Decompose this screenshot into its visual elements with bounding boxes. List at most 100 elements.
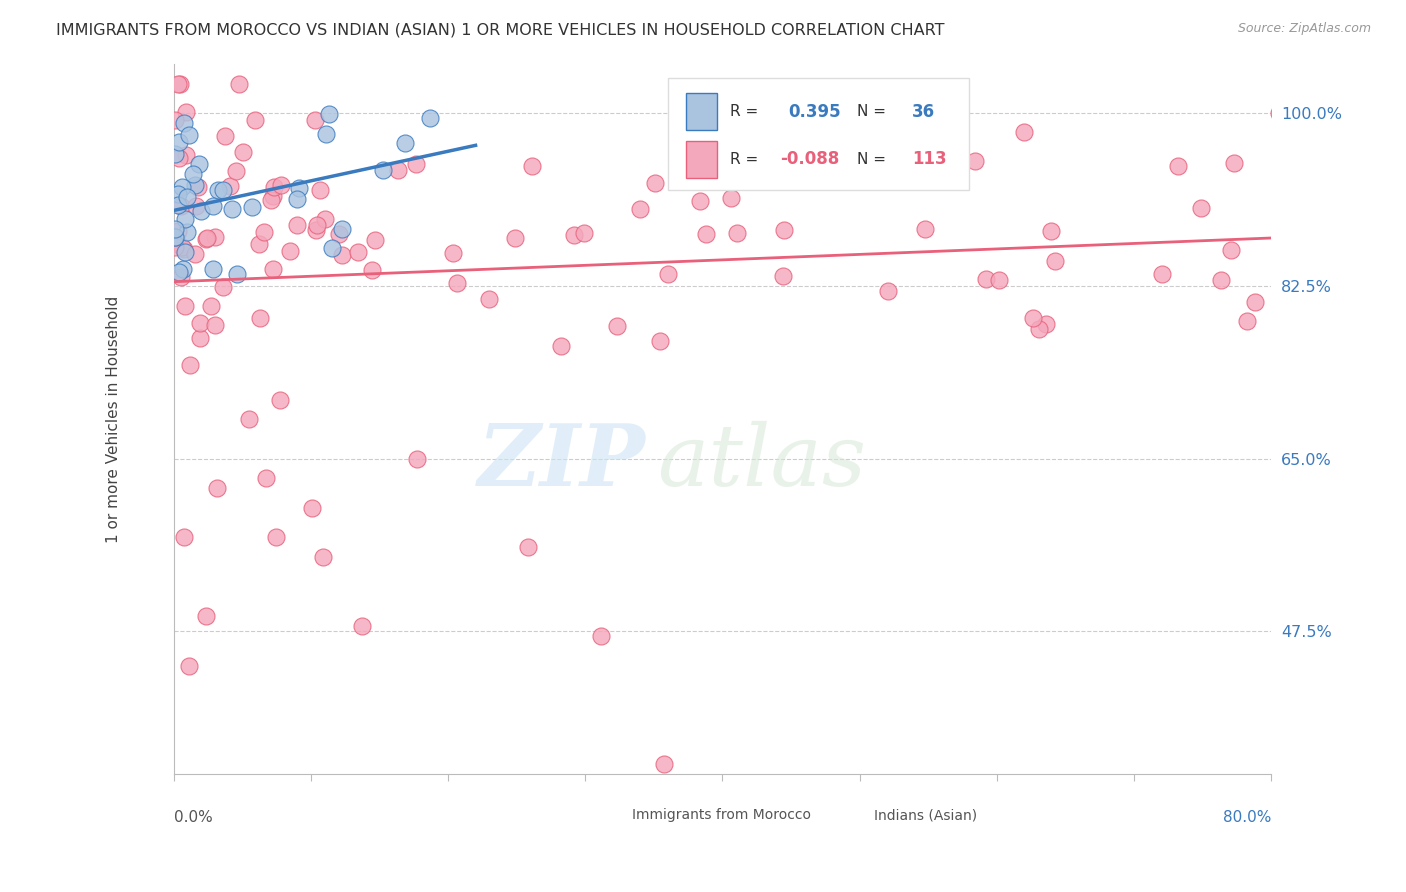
Point [166,77,188,91]
Point [249,237,271,252]
Point [167,198,190,212]
Point [194,609,217,624]
Point [332,248,354,262]
Point [314,211,336,226]
Point [238,412,260,426]
Point [1236,314,1258,328]
Point [877,285,900,299]
Point [520,159,543,173]
Point [187,180,209,194]
Point [170,240,193,254]
Point [347,244,370,259]
Point [190,203,212,218]
Point [1166,159,1188,173]
Point [652,757,675,772]
Point [516,541,538,555]
Text: -0.088: -0.088 [780,150,839,169]
Point [179,658,201,673]
Point [165,240,187,254]
Point [855,111,877,125]
Point [170,179,193,194]
Point [165,230,187,244]
Point [169,265,191,279]
Point [644,176,666,190]
Point [285,192,308,206]
Point [419,112,441,126]
Text: Indians (Asian): Indians (Asian) [875,808,977,822]
Point [228,77,250,91]
Text: 0.0%: 0.0% [174,810,212,824]
Point [170,270,193,285]
Point [173,531,195,545]
Point [1035,317,1057,331]
Text: 113: 113 [912,150,946,169]
Point [243,113,266,128]
Point [184,199,207,213]
Point [312,550,335,565]
FancyBboxPatch shape [686,93,717,130]
Point [225,267,247,281]
Point [309,183,332,197]
Point [1039,224,1062,238]
Point [188,316,211,330]
Point [772,223,794,237]
Text: 0.395: 0.395 [789,103,841,120]
Point [315,127,337,141]
Point [305,218,328,232]
Point [263,179,285,194]
Text: Source: ZipAtlas.com: Source: ZipAtlas.com [1237,22,1371,36]
Point [167,135,190,149]
Point [1211,273,1233,287]
Point [1243,295,1265,310]
Text: Immigrants from Morocco: Immigrants from Morocco [633,808,811,822]
Point [207,183,229,197]
Point [387,163,409,178]
Point [195,232,218,246]
Point [352,619,374,633]
Point [270,178,292,192]
Point [288,180,311,194]
Point [221,202,243,217]
Text: atlas: atlas [657,420,866,503]
Point [1150,267,1173,281]
Point [184,178,207,192]
Point [572,226,595,240]
Point [628,202,651,216]
Point [174,245,197,260]
Point [176,225,198,239]
Point [167,224,190,238]
Point [1268,106,1291,120]
Point [195,231,218,245]
Point [1043,253,1066,268]
Text: R =: R = [730,152,758,167]
Point [1223,155,1246,169]
Point [176,105,198,120]
Point [720,190,742,204]
Point [441,245,464,260]
Point [172,262,194,277]
Point [166,187,188,202]
Point [169,77,191,91]
Point [405,451,427,466]
Point [772,269,794,284]
Point [253,225,276,239]
Point [695,227,717,241]
Point [165,113,187,128]
Point [225,164,247,178]
Point [202,199,225,213]
Point [169,198,191,212]
Point [262,188,284,202]
Point [262,262,284,277]
Point [260,193,283,207]
FancyBboxPatch shape [686,141,717,178]
Point [204,318,226,333]
Point [181,167,204,181]
Point [211,280,233,294]
Point [361,263,384,277]
Point [174,212,197,227]
Point [184,247,207,261]
Text: N =: N = [858,152,886,167]
Point [285,219,308,233]
Point [173,299,195,313]
Point [330,222,353,236]
